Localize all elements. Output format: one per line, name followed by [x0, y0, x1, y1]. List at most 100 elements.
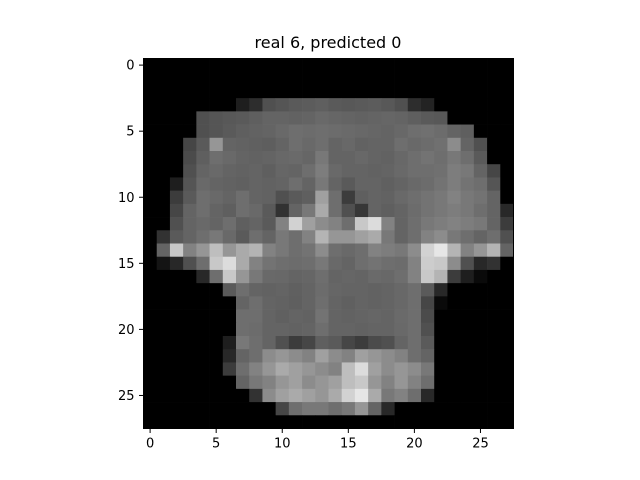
heatmap-cell	[368, 269, 382, 284]
heatmap-cell	[434, 230, 448, 244]
heatmap-cell	[434, 322, 448, 337]
heatmap-cell	[275, 388, 290, 403]
heatmap-cell	[434, 217, 448, 231]
heatmap-cell	[460, 124, 475, 139]
heatmap-cell	[275, 256, 290, 271]
heatmap-cell	[222, 124, 237, 139]
heatmap-cell	[315, 137, 329, 152]
heatmap-cell	[183, 164, 197, 178]
heatmap-cell	[447, 243, 461, 258]
heatmap-cell	[500, 256, 514, 271]
heatmap-cell	[222, 283, 237, 297]
heatmap-cell	[381, 243, 395, 258]
heatmap-cell	[249, 217, 263, 231]
heatmap-cell	[143, 71, 158, 86]
heatmap-cell	[222, 415, 237, 429]
heatmap-cell	[328, 58, 343, 73]
heatmap-cell	[262, 137, 276, 152]
heatmap-cell	[169, 388, 184, 403]
heatmap-cell	[209, 111, 224, 125]
heatmap-cell	[143, 322, 158, 337]
heatmap-cell	[434, 336, 448, 350]
y-tick-label: 0	[126, 59, 134, 74]
heatmap-cell	[143, 256, 158, 271]
heatmap-cell	[394, 98, 409, 112]
heatmap-cell	[275, 269, 290, 284]
heatmap-cell	[407, 111, 422, 125]
heatmap-cell	[460, 309, 475, 324]
heatmap-cell	[407, 243, 422, 258]
heatmap-cell	[328, 230, 343, 244]
heatmap-cell	[394, 296, 409, 310]
heatmap-cell	[434, 190, 448, 205]
heatmap-cell	[394, 177, 409, 191]
heatmap-cell	[196, 349, 210, 363]
heatmap-cell	[354, 137, 369, 152]
heatmap-cell	[381, 283, 395, 297]
heatmap-cell	[236, 230, 250, 244]
heatmap-cell	[341, 402, 356, 416]
heatmap-cell	[354, 71, 369, 86]
heatmap-cell	[169, 111, 184, 125]
heatmap-cell	[275, 137, 290, 152]
heatmap-cell	[262, 124, 276, 139]
heatmap-cell	[302, 164, 316, 178]
heatmap-cell	[275, 336, 290, 350]
heatmap-cell	[460, 283, 475, 297]
heatmap-cell	[500, 415, 514, 429]
heatmap-cell	[249, 402, 263, 416]
heatmap-cell	[460, 322, 475, 337]
heatmap-cell	[354, 269, 369, 284]
heatmap-cell	[156, 151, 171, 165]
heatmap-cell	[421, 58, 435, 73]
heatmap-cell	[156, 256, 171, 271]
heatmap-cell	[407, 322, 422, 337]
heatmap-cell	[354, 283, 369, 297]
heatmap-cell	[209, 151, 224, 165]
heatmap-cell	[236, 137, 250, 152]
heatmap-cell	[288, 151, 303, 165]
heatmap-cell	[183, 124, 197, 139]
heatmap-cell	[381, 336, 395, 350]
heatmap-cell	[156, 375, 171, 390]
heatmap-cell	[341, 230, 356, 244]
heatmap-cell	[196, 98, 210, 112]
heatmap-cell	[288, 230, 303, 244]
heatmap-cell	[421, 124, 435, 139]
heatmap-cell	[394, 124, 409, 139]
heatmap-cell	[447, 217, 461, 231]
heatmap-cell	[487, 402, 501, 416]
heatmap-cell	[354, 177, 369, 191]
heatmap-cell	[183, 84, 197, 99]
heatmap-cell	[302, 269, 316, 284]
heatmap-cell	[487, 137, 501, 152]
heatmap-cell	[421, 177, 435, 191]
heatmap-cell	[447, 336, 461, 350]
heatmap-cell	[169, 151, 184, 165]
heatmap-cell	[288, 164, 303, 178]
heatmap-cell	[183, 98, 197, 112]
heatmap-cell	[222, 362, 237, 376]
heatmap-cell	[500, 164, 514, 178]
heatmap-cell	[315, 309, 329, 324]
heatmap-cell	[394, 362, 409, 376]
heatmap-cell	[447, 230, 461, 244]
heatmap-cell	[434, 164, 448, 178]
heatmap-cell	[368, 177, 382, 191]
heatmap-cell	[500, 58, 514, 73]
heatmap-cell	[381, 322, 395, 337]
heatmap-cell	[394, 243, 409, 258]
heatmap-cell	[394, 230, 409, 244]
heatmap-cell	[394, 256, 409, 271]
heatmap-cell	[302, 84, 316, 99]
heatmap-cell	[341, 415, 356, 429]
heatmap-cell	[196, 58, 210, 73]
y-tick-label: 25	[118, 389, 135, 404]
heatmap-cell	[236, 402, 250, 416]
heatmap-cell	[394, 217, 409, 231]
heatmap-cell	[341, 388, 356, 403]
heatmap-cell	[368, 283, 382, 297]
heatmap-cell	[302, 151, 316, 165]
heatmap-cell	[328, 111, 343, 125]
heatmap-cell	[156, 84, 171, 99]
